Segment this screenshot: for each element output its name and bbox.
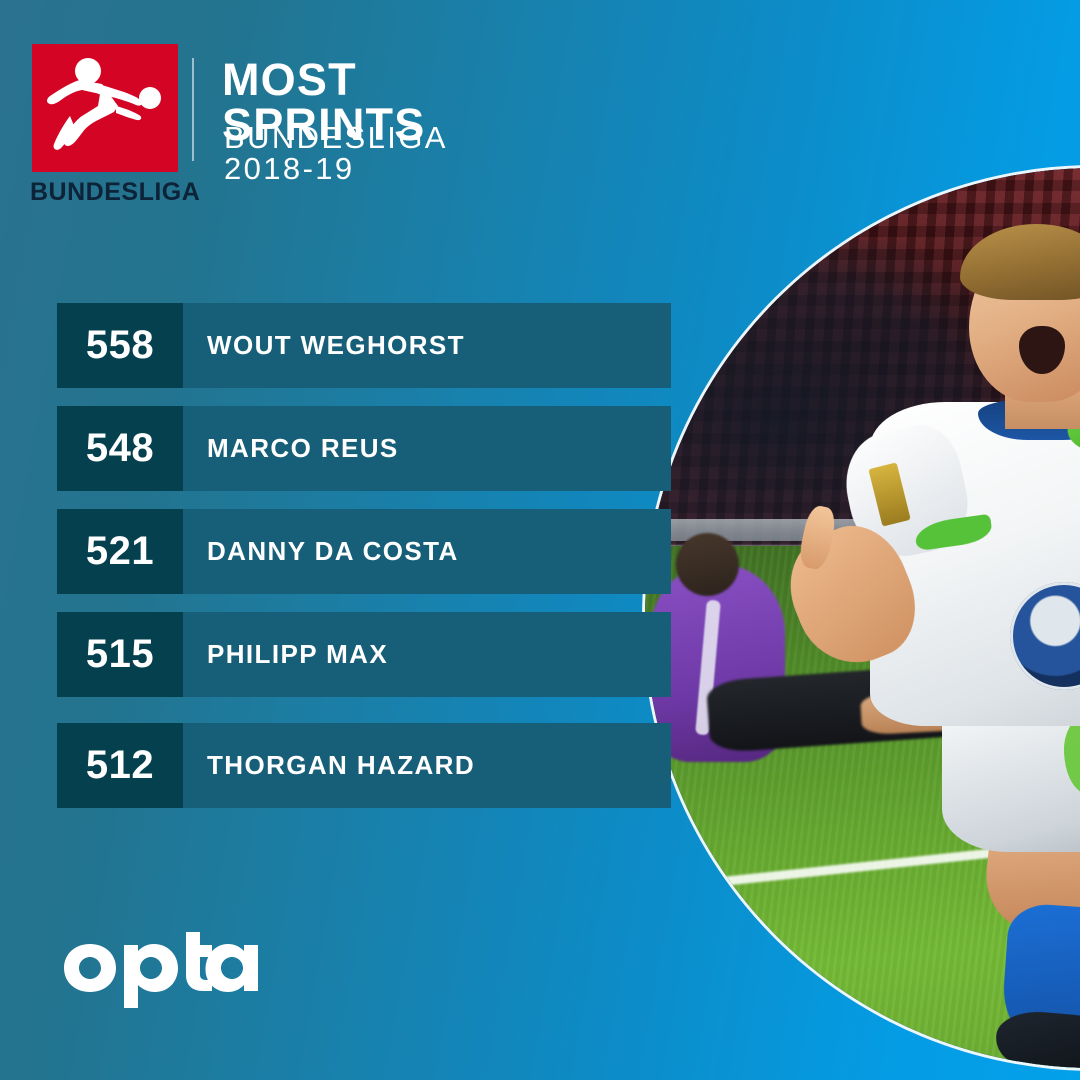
row-player-name: DANNY DA COSTA bbox=[207, 536, 459, 566]
row-value: 512 bbox=[57, 723, 183, 808]
row-value: 558 bbox=[57, 303, 183, 388]
row-player-name: WOUT WEGHORST bbox=[207, 330, 465, 360]
bundesliga-wordmark: BUNDESLIGA bbox=[30, 178, 201, 206]
row-player-name: THORGAN HAZARD bbox=[207, 750, 476, 780]
background-goalkeeper-head bbox=[675, 532, 739, 596]
row-value: 548 bbox=[57, 406, 183, 491]
row-value: 521 bbox=[57, 509, 183, 594]
row-player-name: MARCO REUS bbox=[207, 433, 399, 463]
page-title: MOST SPRINTS bbox=[222, 54, 426, 150]
player-mouth bbox=[1018, 325, 1066, 375]
player-photo bbox=[645, 168, 1080, 1068]
page-subtitle: BUNDESLIGA 2018-19 bbox=[224, 120, 447, 186]
bundesliga-logo-icon bbox=[32, 44, 178, 172]
player-photo-image bbox=[645, 168, 1080, 1068]
row-value: 515 bbox=[57, 612, 183, 697]
vertical-divider-icon bbox=[192, 58, 194, 161]
player-shirt-number bbox=[1063, 712, 1080, 794]
row-player-name: PHILIPP MAX bbox=[207, 639, 389, 669]
player-shorts bbox=[942, 708, 1080, 852]
opta-logo-icon bbox=[62, 930, 258, 1013]
